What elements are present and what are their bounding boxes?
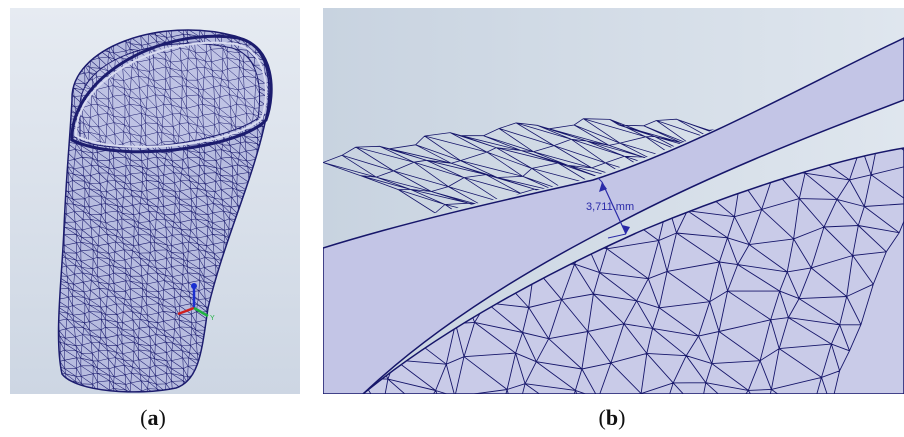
inner-triangle-mesh	[80, 43, 260, 148]
socket-mesh-image: Y	[10, 8, 300, 394]
caption-b: (b)	[598, 405, 626, 430]
axis-y-label: Y	[210, 315, 215, 322]
inner-surface	[361, 147, 904, 394]
measurement-label: 3,711 mm	[586, 201, 634, 213]
socket-rim	[70, 34, 273, 154]
socket-rim-highlight	[74, 41, 267, 148]
panel-b-wall-thickness-view: 3,711 mm	[323, 8, 904, 394]
mesh-edges	[80, 43, 260, 148]
thickness-measurement: 3,711 mm	[586, 177, 634, 239]
wall-closeup-image: 3,711 mm	[323, 8, 904, 394]
caption-a: (a)	[140, 405, 166, 430]
panel-a-socket-mesh-view: Y	[10, 8, 300, 394]
axis-triad: Y	[177, 283, 215, 322]
